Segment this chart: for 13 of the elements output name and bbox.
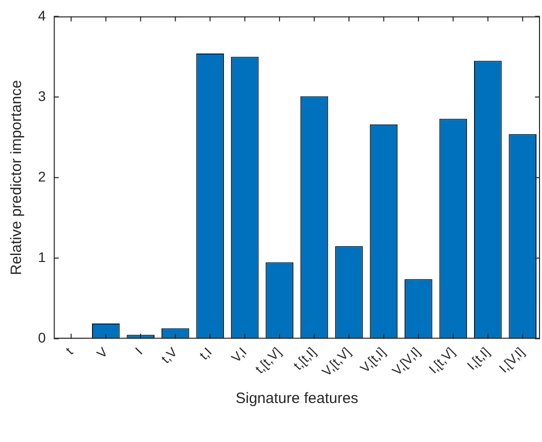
x-tick-label: t	[62, 344, 76, 358]
x-axis-title: Signature features	[236, 390, 358, 408]
x-tick-label: V	[94, 344, 111, 362]
x-tick-label: t,V	[158, 344, 180, 366]
y-tick-label: 3	[38, 88, 46, 104]
x-tick-label: I	[132, 344, 146, 358]
y-axis-title: Relative predictor importance	[8, 80, 26, 276]
y-tick-label: 1	[38, 249, 46, 266]
x-tick-label: t,I	[196, 344, 215, 363]
y-tick-label: 4	[38, 7, 46, 24]
y-tick-label: 2	[38, 168, 46, 184]
y-tick-label: 0	[38, 330, 46, 346]
x-tick-label: V,I	[228, 344, 250, 366]
